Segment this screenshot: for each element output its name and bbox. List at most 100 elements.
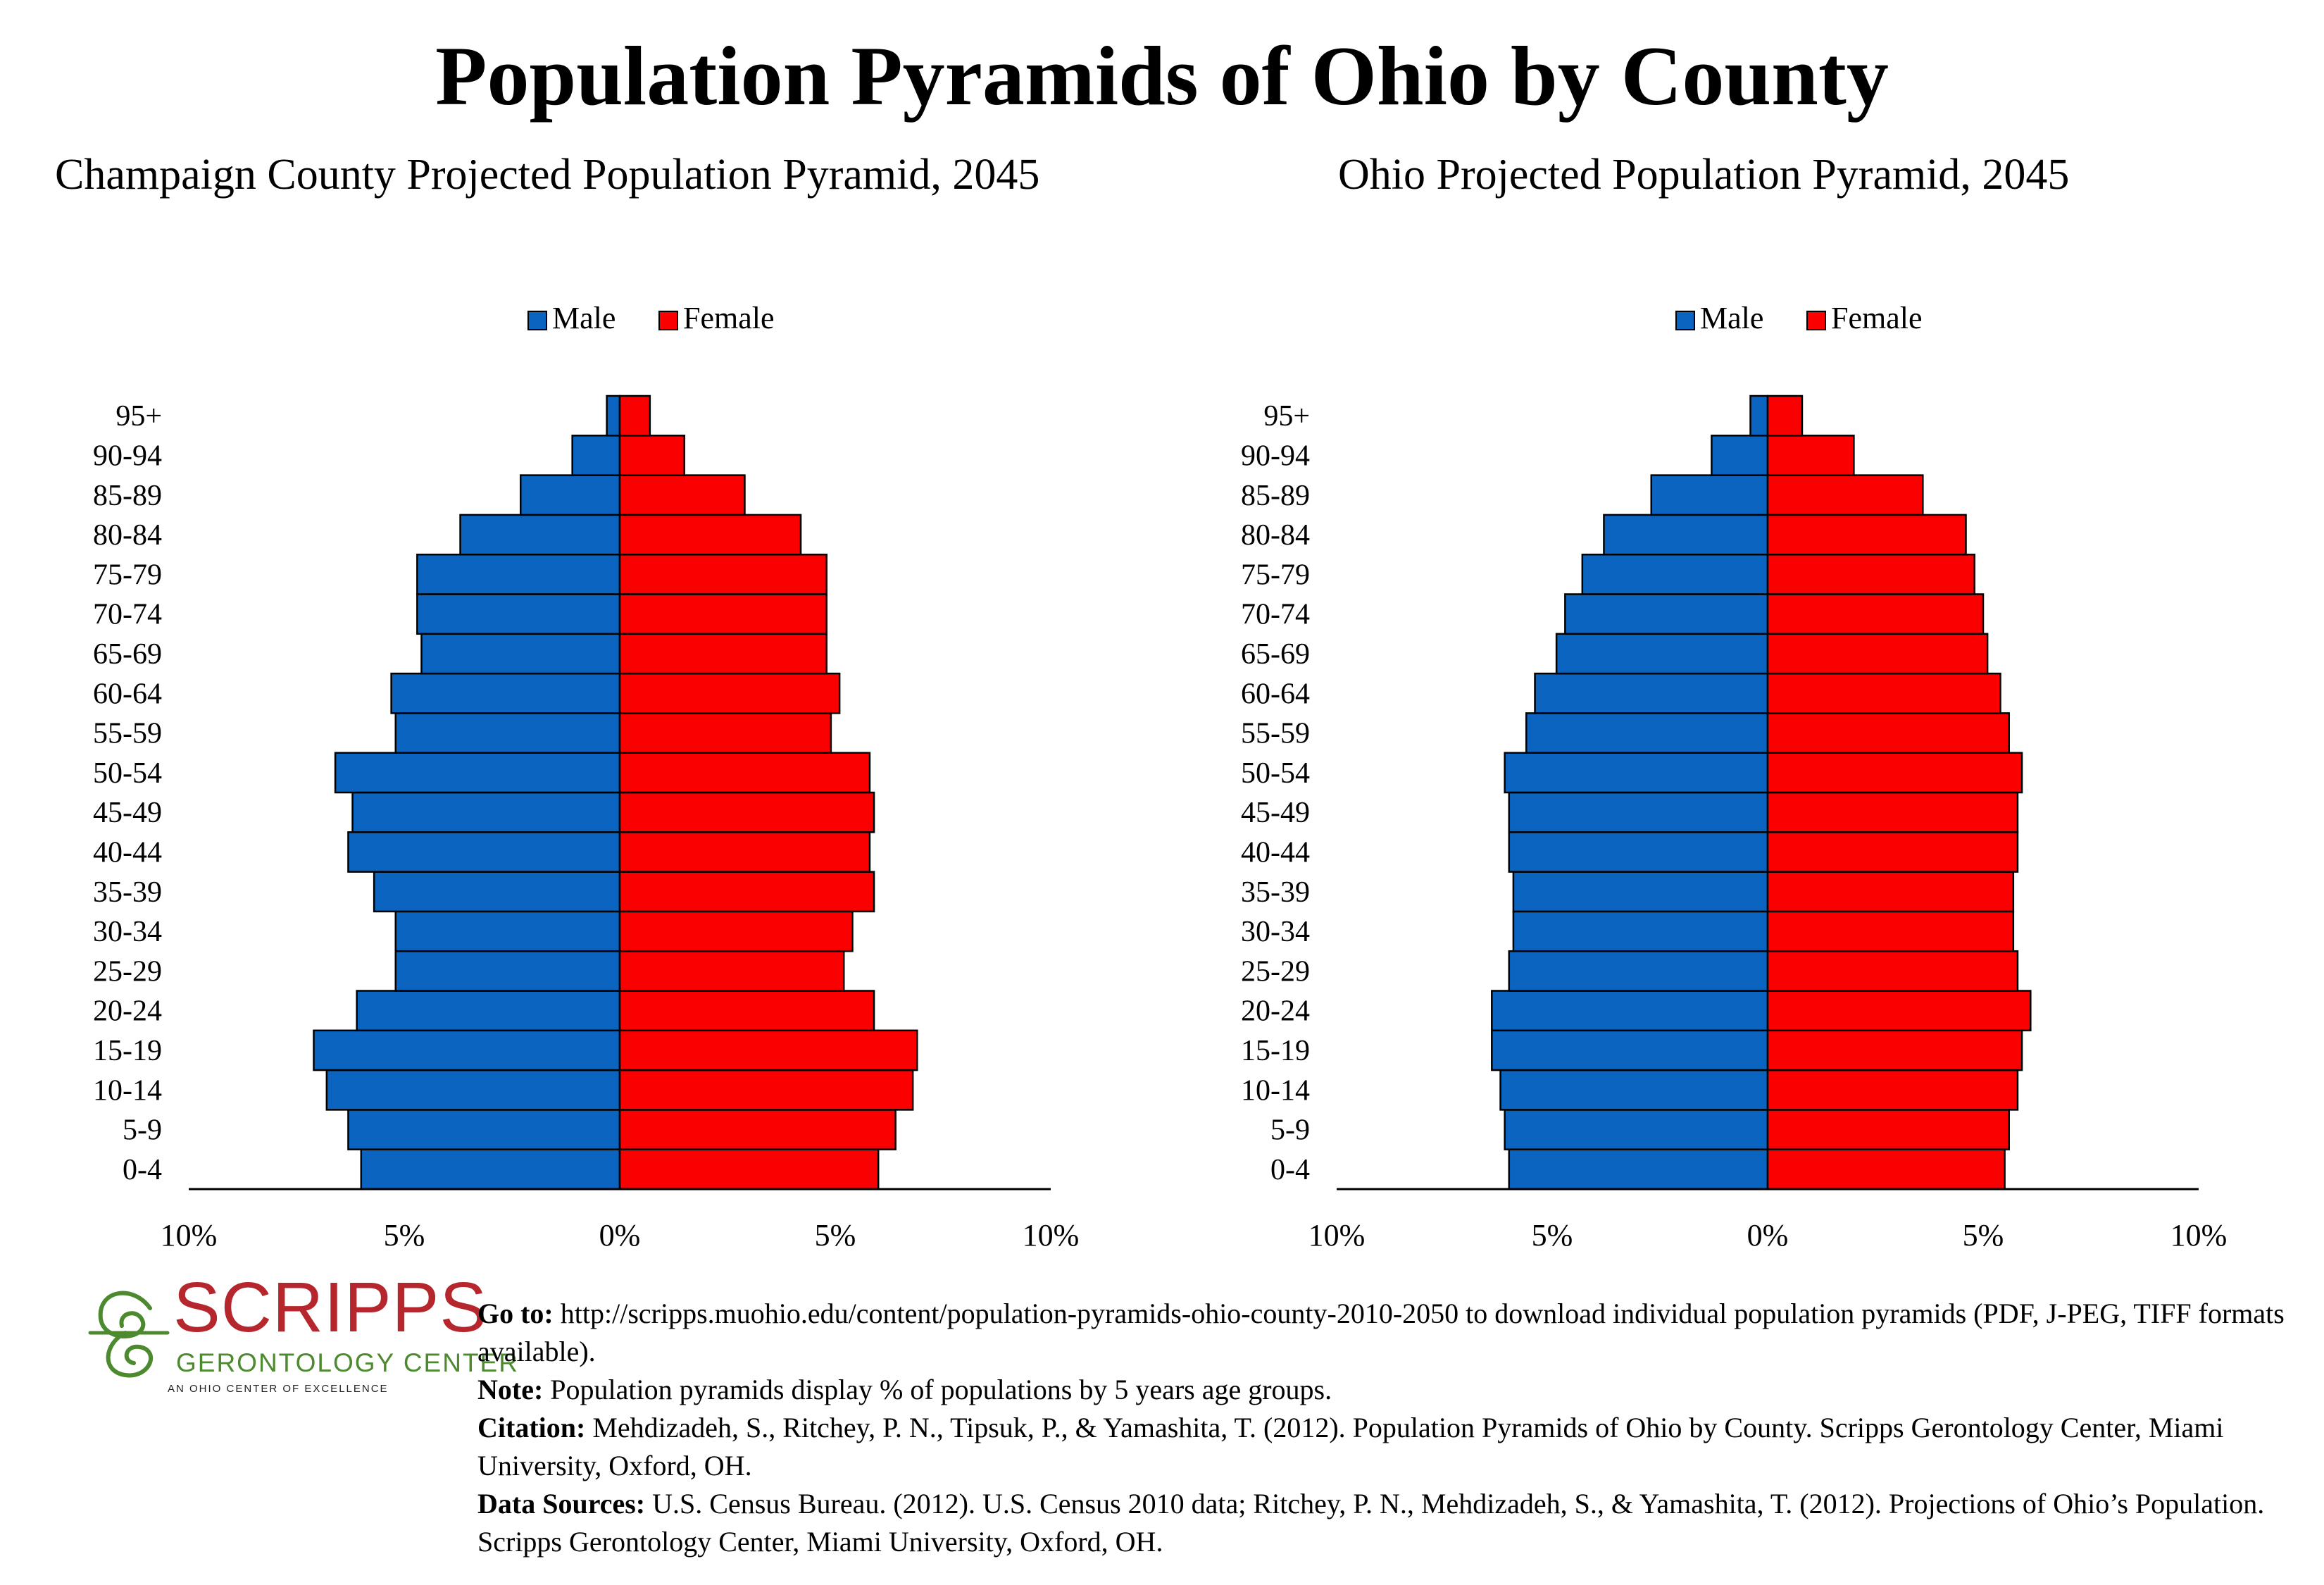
legend-female-label: Female	[683, 301, 775, 335]
bar-male-70-74	[1564, 593, 1769, 635]
age-label-15-19: 15-19	[93, 1035, 162, 1067]
age-label-30-34: 30-34	[1241, 916, 1310, 948]
age-label-60-64: 60-64	[93, 678, 162, 710]
bar-male-20-24	[356, 990, 621, 1032]
bar-female-15-19	[618, 1029, 918, 1071]
bar-female-50-54	[618, 752, 871, 794]
note-label: Note:	[477, 1374, 544, 1405]
bar-male-5-9	[1504, 1109, 1769, 1150]
logo-tagline: AN OHIO CENTER OF EXCELLENCE	[168, 1383, 389, 1395]
age-label-10-14: 10-14	[93, 1074, 162, 1107]
citation-label: Citation:	[477, 1412, 586, 1443]
age-label-65-69: 65-69	[93, 638, 162, 671]
age-label-85-89: 85-89	[93, 480, 162, 512]
bar-male-60-64	[1534, 672, 1769, 714]
bar-female-80-84	[618, 514, 802, 556]
bar-female-45-49	[1766, 791, 2019, 833]
bar-male-65-69	[1555, 633, 1769, 675]
bar-female-60-64	[618, 672, 841, 714]
age-label-25-29: 25-29	[93, 955, 162, 988]
legend-male-label: Male	[552, 301, 616, 335]
age-label-50-54: 50-54	[93, 757, 162, 790]
age-label-35-39: 35-39	[93, 876, 162, 909]
age-label-0-4: 0-4	[123, 1154, 162, 1186]
bar-male-30-34	[1512, 910, 1769, 952]
bar-female-75-79	[618, 553, 828, 595]
bar-female-35-39	[1766, 871, 2015, 913]
legend-female-label: Female	[1831, 301, 1923, 335]
bar-female-20-24	[618, 990, 875, 1032]
x-tick-label: 5%	[1532, 1218, 1573, 1253]
bar-male-80-84	[1603, 514, 1769, 556]
age-label-90-94: 90-94	[93, 440, 162, 472]
bar-male-15-19	[1491, 1029, 1769, 1071]
sources-label: Data Sources:	[477, 1488, 646, 1519]
bar-male-70-74	[416, 593, 621, 635]
bar-female-50-54	[1766, 752, 2023, 794]
bar-male-0-4	[1508, 1148, 1769, 1191]
bar-female-35-39	[618, 871, 875, 913]
note: Note: Population pyramids display % of p…	[477, 1371, 2309, 1409]
age-label-20-24: 20-24	[1241, 995, 1310, 1028]
bar-male-45-49	[1508, 791, 1769, 833]
age-label-95plus: 95+	[115, 400, 162, 433]
age-label-10-14: 10-14	[1241, 1074, 1310, 1107]
bar-male-10-14	[1499, 1069, 1769, 1111]
age-label-55-59: 55-59	[1241, 718, 1310, 750]
bar-male-85-89	[1650, 474, 1769, 516]
age-label-0-4: 0-4	[1270, 1154, 1310, 1186]
age-label-60-64: 60-64	[1241, 678, 1310, 710]
scripps-logo: SCRIPPS GERONTOLOGY CENTER AN OHIO CENTE…	[83, 1269, 518, 1412]
ohio-pyramid-chart: Male Female 0-4 5-9 10-14 15-19 20-24 25-29 30-3…	[1241, 301, 2228, 1253]
age-label-50-54: 50-54	[1241, 757, 1310, 790]
legend: Male Female	[527, 301, 775, 335]
bar-male-90-94	[571, 435, 621, 476]
x-tick-label: 5%	[1963, 1218, 2004, 1253]
bar-male-40-44	[347, 831, 621, 873]
age-label-80-84: 80-84	[93, 519, 162, 552]
bar-female-75-79	[1766, 553, 1976, 595]
note-text: Population pyramids display % of populat…	[543, 1374, 1332, 1405]
age-label-25-29: 25-29	[1241, 955, 1310, 988]
bar-female-0-4	[1766, 1148, 2006, 1191]
logo-name: SCRIPPS	[173, 1268, 488, 1347]
age-label-70-74: 70-74	[1241, 599, 1310, 631]
bar-male-95plus	[1749, 394, 1769, 437]
bar-female-40-44	[1766, 831, 2019, 873]
bar-male-25-29	[1508, 950, 1769, 992]
bar-male-35-39	[1512, 871, 1769, 913]
bar-male-95plus	[606, 394, 621, 437]
scripps-swirl-icon	[88, 1291, 170, 1378]
bar-female-85-89	[1766, 474, 1924, 516]
bar-female-25-29	[1766, 950, 2019, 992]
page-title: Population Pyramids of Ohio by County	[435, 29, 1889, 123]
legend-male-label: Male	[1700, 301, 1763, 335]
bar-male-65-69	[420, 633, 621, 675]
age-label-5-9: 5-9	[123, 1114, 162, 1147]
bar-male-45-49	[351, 791, 621, 833]
bar-male-55-59	[1525, 712, 1769, 754]
bar-female-65-69	[1766, 633, 1989, 675]
bar-male-25-29	[394, 950, 621, 992]
data-sources: Data Sources: U.S. Census Bureau. (2012)…	[477, 1485, 2309, 1561]
bar-female-65-69	[618, 633, 828, 675]
bar-female-20-24	[1766, 990, 2032, 1032]
x-tick-label: 10%	[161, 1218, 218, 1253]
age-label-75-79: 75-79	[93, 559, 162, 591]
bar-male-20-24	[1491, 990, 1769, 1032]
bar-female-70-74	[1766, 593, 1985, 635]
age-label-55-59: 55-59	[93, 718, 162, 750]
bar-female-95plus	[618, 394, 651, 437]
footnotes: Go to: http://scripps.muohio.edu/content…	[477, 1295, 2309, 1561]
x-tick-label: 10%	[1023, 1218, 1080, 1253]
bar-female-55-59	[618, 712, 832, 754]
age-label-90-94: 90-94	[1241, 440, 1310, 472]
bar-male-50-54	[334, 752, 621, 794]
legend-male-swatch	[1675, 311, 1695, 330]
bar-male-80-84	[459, 514, 621, 556]
age-label-5-9: 5-9	[1270, 1114, 1310, 1147]
x-tick-label: 10%	[2170, 1218, 2228, 1253]
age-label-45-49: 45-49	[1241, 797, 1310, 829]
bar-female-95plus	[1766, 394, 1804, 437]
bar-male-75-79	[1581, 553, 1769, 595]
